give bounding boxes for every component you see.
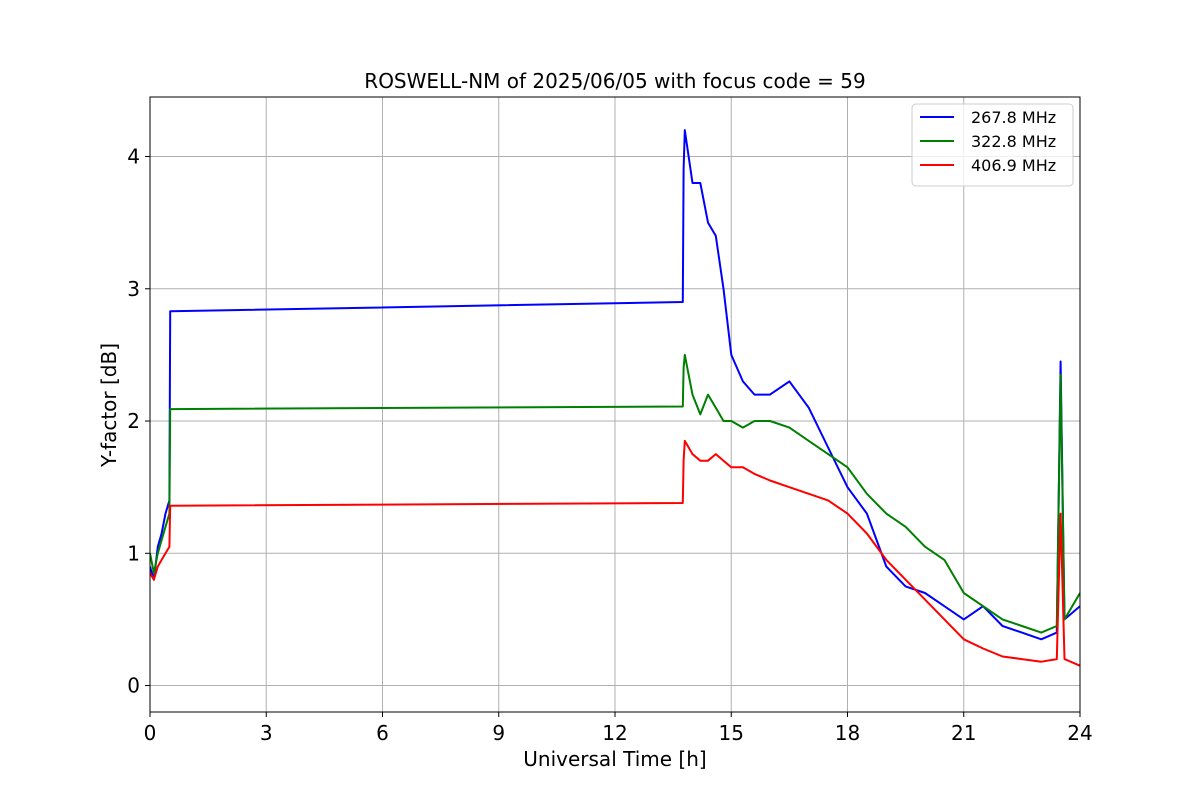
y-tick-label: 2 (127, 409, 140, 433)
legend-label-3: 406.9 MHz (971, 156, 1056, 175)
series-line-2 (150, 353, 1080, 634)
legend-label-2: 322.8 MHz (971, 132, 1056, 151)
series-line-3 (150, 439, 1080, 667)
x-axis-label: Universal Time [h] (523, 747, 706, 771)
x-tick-label: 24 (1067, 721, 1092, 745)
y-axis-ticks: 0 1 2 3 4 (127, 145, 150, 698)
x-tick-label: 6 (376, 721, 389, 745)
y-tick-label: 3 (127, 277, 140, 301)
y-axis-label: Y-factor [dB] (97, 343, 121, 468)
chart-title: ROSWELL-NM of 2025/06/05 with focus code… (364, 69, 865, 93)
series-layer (150, 129, 1080, 667)
y-tick-label: 4 (127, 145, 140, 169)
legend-label-1: 267.8 MHz (971, 108, 1056, 127)
x-tick-label: 18 (835, 721, 860, 745)
y-tick-label: 0 (127, 674, 140, 698)
legend: 267.8 MHz 322.8 MHz 406.9 MHz (911, 103, 1074, 187)
x-tick-label: 15 (719, 721, 744, 745)
y-tick-label: 1 (127, 541, 140, 565)
x-tick-label: 21 (951, 721, 976, 745)
x-tick-label: 3 (260, 721, 273, 745)
x-tick-label: 12 (602, 721, 627, 745)
x-tick-label: 0 (144, 721, 157, 745)
x-axis-ticks: 0 3 6 9 12 15 18 21 24 (144, 712, 1093, 745)
series-line-1 (150, 129, 1080, 641)
x-tick-label: 9 (492, 721, 505, 745)
